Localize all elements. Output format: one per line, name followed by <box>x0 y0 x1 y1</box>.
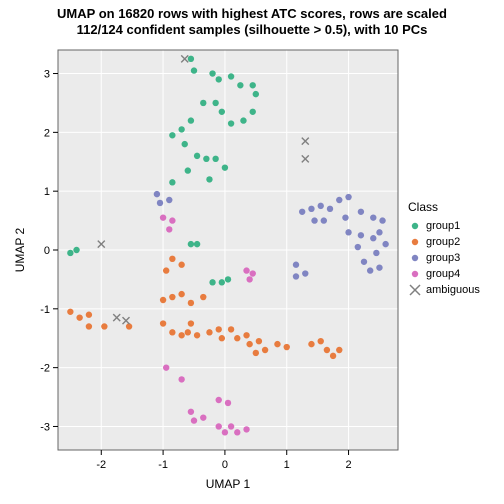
legend-swatch-group4 <box>408 267 422 281</box>
legend-item-group4: group4 <box>408 266 480 282</box>
svg-text:3: 3 <box>44 69 50 81</box>
legend-label-group3: group3 <box>426 252 460 264</box>
svg-text:2: 2 <box>345 459 351 471</box>
legend-swatch-group2 <box>408 235 422 249</box>
svg-text:1: 1 <box>284 459 290 471</box>
legend-label-group1: group1 <box>426 220 460 232</box>
legend-item-group1: group1 <box>408 218 480 234</box>
svg-text:-2: -2 <box>96 459 106 471</box>
svg-text:-1: -1 <box>158 459 168 471</box>
legend-label-ambiguous: ambiguous <box>426 284 480 296</box>
legend-swatch-ambiguous <box>408 283 422 297</box>
svg-text:1: 1 <box>44 186 50 198</box>
svg-text:0: 0 <box>222 459 228 471</box>
svg-text:2: 2 <box>44 127 50 139</box>
legend-title: Class <box>408 200 480 214</box>
svg-text:0: 0 <box>44 245 50 257</box>
legend-label-group2: group2 <box>426 236 460 248</box>
legend-item-group3: group3 <box>408 250 480 266</box>
svg-text:UMAP 1: UMAP 1 <box>206 477 251 491</box>
svg-text:UMAP 2: UMAP 2 <box>13 227 27 272</box>
legend-label-group4: group4 <box>426 268 460 280</box>
svg-text:-2: -2 <box>40 363 50 375</box>
svg-text:-1: -1 <box>40 304 50 316</box>
legend-item-ambiguous: ambiguous <box>408 282 480 298</box>
svg-text:-3: -3 <box>40 421 50 433</box>
legend-swatch-group1 <box>408 219 422 233</box>
legend-item-group2: group2 <box>408 234 480 250</box>
legend: Class group1 group2 group3 group4 ambiguous <box>408 200 480 298</box>
legend-swatch-group3 <box>408 251 422 265</box>
